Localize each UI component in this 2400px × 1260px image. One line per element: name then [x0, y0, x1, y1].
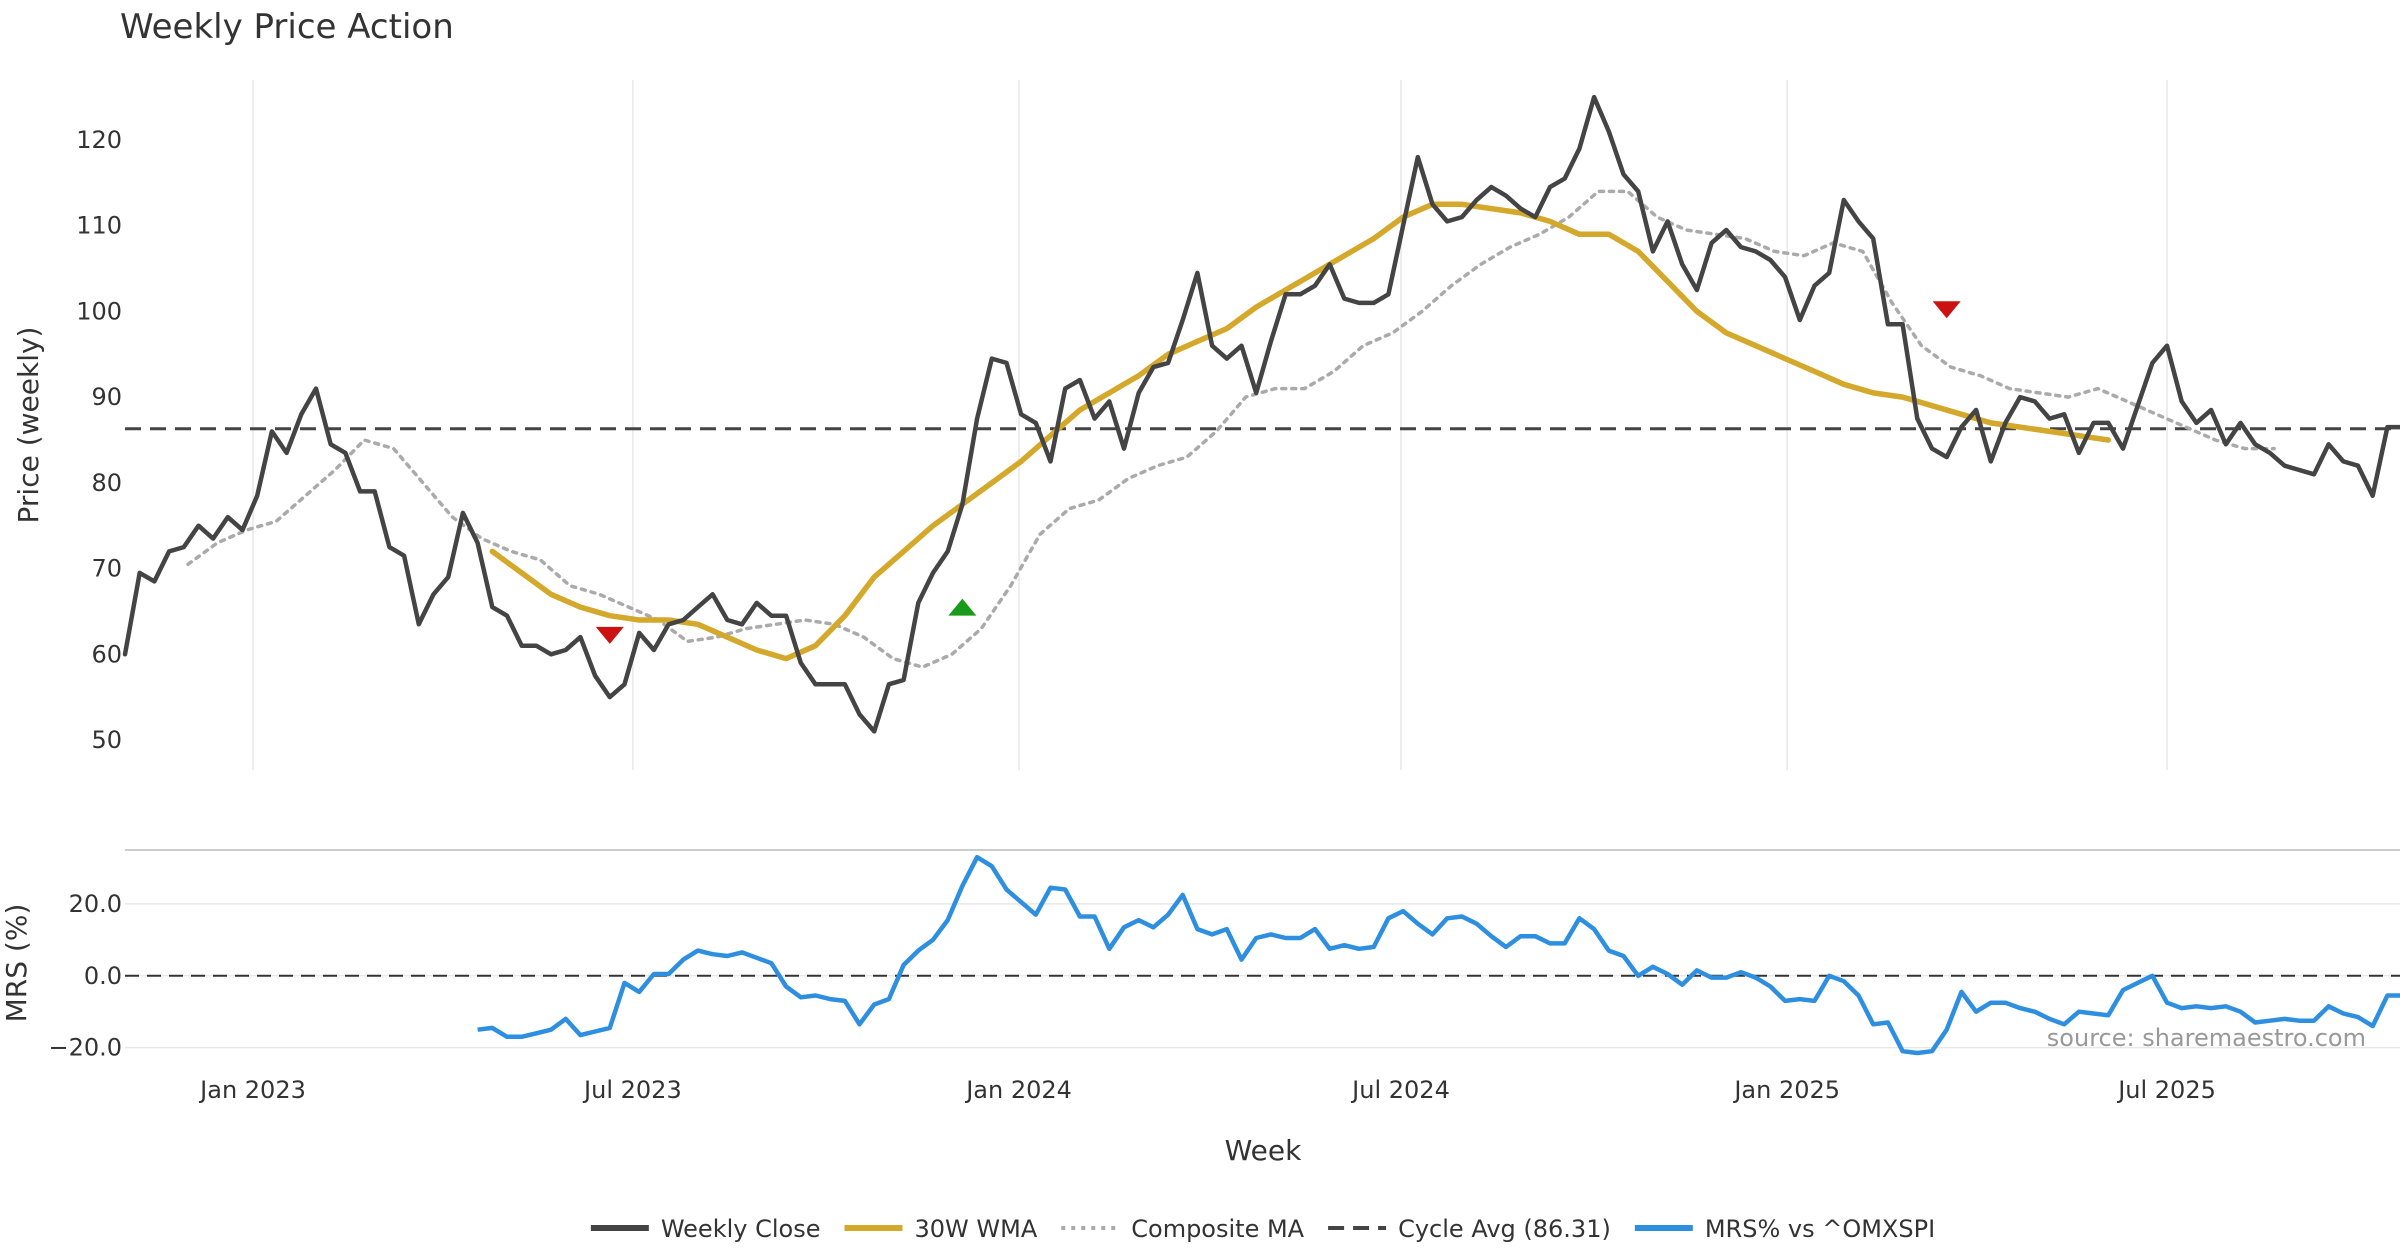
price-y-tick-label: 60 — [91, 640, 122, 668]
grid-layer — [125, 80, 2400, 1049]
x-tick-label: Jan 2023 — [198, 1076, 306, 1104]
series-layer — [122, 94, 2400, 1056]
x-tick-label: Jan 2024 — [964, 1076, 1072, 1104]
legend: Weekly Close 30W WMA Composite MA Cycle Avg… — [590, 1215, 1935, 1243]
legend-label: Cycle Avg (86.31) — [1398, 1215, 1611, 1243]
price-y-axis-label: Price (weekly) — [12, 327, 45, 524]
tick-labels: Jan 2023 Jul 2023 Jan 2024 Jul 2024 Jan 2025… — [48, 126, 2215, 1104]
mrs-line — [477, 854, 2400, 1056]
sell-signal-marker — [1932, 301, 1961, 319]
price-y-tick-label: 70 — [91, 555, 122, 583]
chart-title: Weekly Price Action — [120, 7, 454, 47]
legend-label: 30W WMA — [914, 1215, 1037, 1243]
price-y-tick-label: 80 — [91, 469, 122, 497]
price-y-tick-label: 50 — [91, 726, 122, 754]
x-tick-label: Jul 2024 — [1350, 1076, 1450, 1104]
price-y-tick-label: 90 — [91, 383, 122, 411]
x-axis-label: Week — [1225, 1134, 1302, 1167]
composite-ma-line — [186, 189, 2276, 669]
reference-lines — [125, 427, 2400, 977]
mrs-y-tick-label: −20.0 — [48, 1034, 122, 1062]
mrs-y-axis-label: MRS (%) — [0, 904, 33, 1023]
source-annotation: source: sharemaestro.com — [2047, 1024, 2366, 1052]
wma-30w-line — [489, 201, 2112, 662]
x-tick-label: Jan 2025 — [1732, 1076, 1840, 1104]
x-tick-label: Jul 2025 — [2116, 1076, 2216, 1104]
legend-label: Composite MA — [1131, 1215, 1304, 1243]
price-y-tick-label: 120 — [76, 126, 122, 154]
legend-label: Weekly Close — [661, 1215, 821, 1243]
weekly-close-line — [122, 94, 2400, 734]
x-tick-label: Jul 2023 — [582, 1076, 682, 1104]
mrs-y-tick-label: 20.0 — [69, 890, 122, 918]
sell-signal-marker — [595, 626, 624, 644]
price-y-tick-label: 110 — [76, 212, 122, 240]
price-y-tick-label: 100 — [76, 297, 122, 325]
buy-signal-marker — [948, 598, 977, 616]
mrs-y-tick-label: 0.0 — [84, 962, 122, 990]
signal-markers — [595, 301, 1961, 644]
legend-label: MRS% vs ^OMXSPI — [1705, 1215, 1935, 1243]
